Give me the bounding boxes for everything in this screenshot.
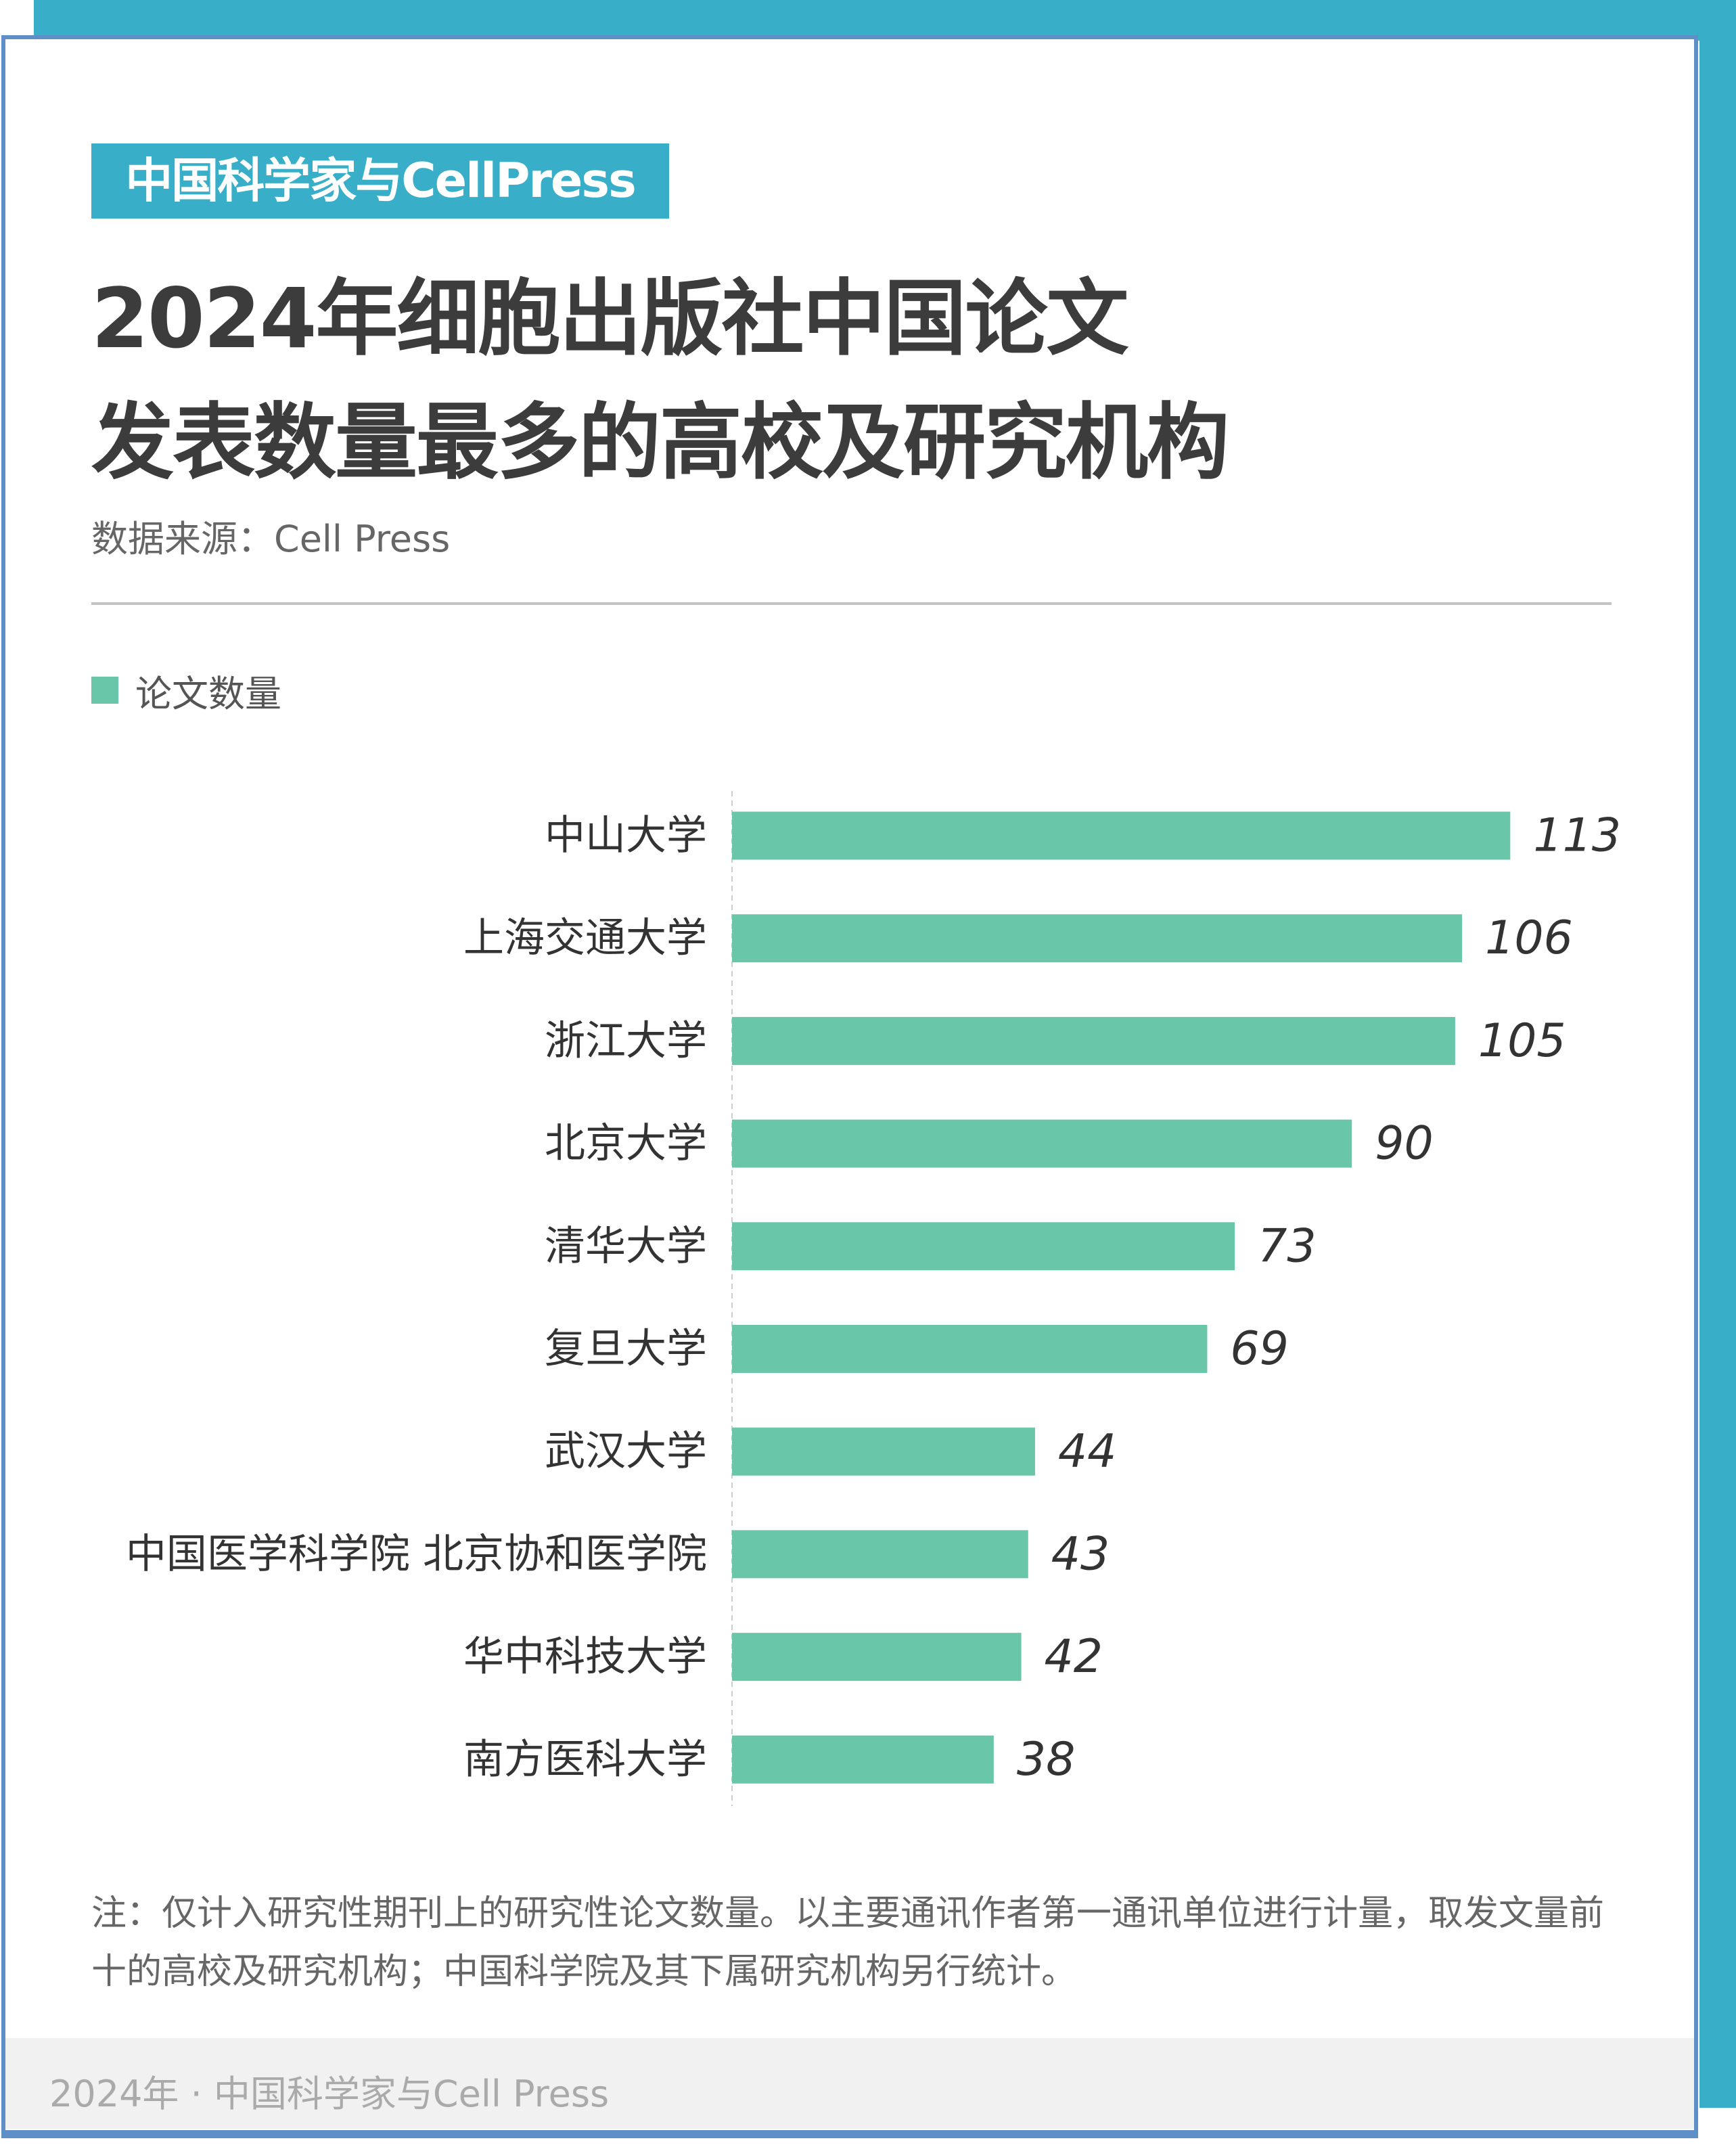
value-label: 73 xyxy=(1258,1219,1317,1273)
category-label: 武汉大学 xyxy=(545,1428,707,1475)
category-label: 北京大学 xyxy=(545,1120,707,1167)
category-label: 清华大学 xyxy=(545,1223,707,1270)
legend-swatch xyxy=(91,677,118,704)
bar-chart: 中山大学 113 上海交通大学 106 浙江大学 105 北京大学 90 清华大学 73 复旦大学 6… xyxy=(126,791,1621,1806)
right-accent-band xyxy=(1699,0,1736,2108)
category-label: 南方医科大学 xyxy=(463,1736,707,1783)
title-line-1: 2024年细胞出版社中国论文 xyxy=(91,271,1129,367)
value-label: 69 xyxy=(1230,1322,1289,1376)
footer-bar: 2024年 · 中国科学家与Cell Press xyxy=(5,2038,1694,2129)
bar xyxy=(732,1119,1352,1168)
value-label: 90 xyxy=(1375,1117,1434,1171)
category-label: 华中科技大学 xyxy=(463,1633,707,1681)
value-label: 42 xyxy=(1045,1630,1103,1684)
footer-text: 2024年 · 中国科学家与Cell Press xyxy=(49,2073,610,2115)
value-label: 105 xyxy=(1478,1014,1566,1068)
footnote: 注：仅计入研究性期刊上的研究性论文数量。以主要通讯作者第一通讯单位进行计量，取发… xyxy=(91,1893,1605,1992)
bar xyxy=(732,1530,1028,1579)
bar xyxy=(732,1427,1035,1476)
bar xyxy=(732,811,1511,860)
infographic-card xyxy=(1,35,1698,2138)
category-label: 中山大学 xyxy=(545,812,707,859)
bar xyxy=(732,1325,1208,1373)
divider xyxy=(91,602,1612,605)
category-label: 浙江大学 xyxy=(545,1017,707,1064)
value-label: 113 xyxy=(1533,809,1621,863)
category-label: 中国医学科学院 北京协和医学院 xyxy=(126,1531,707,1578)
bar xyxy=(732,1735,994,1784)
title-line-2: 发表数量最多的高校及研究机构 xyxy=(91,394,1229,491)
category-label: 复旦大学 xyxy=(545,1326,707,1373)
category-label: 上海交通大学 xyxy=(463,915,707,962)
chart-legend: 论文数量 xyxy=(91,670,281,715)
legend-label: 论文数量 xyxy=(135,672,281,715)
value-label: 44 xyxy=(1058,1425,1117,1478)
value-label: 106 xyxy=(1485,911,1573,965)
data-source: 数据来源：Cell Press xyxy=(91,518,451,560)
brand-badge: 中国科学家与CellPress xyxy=(91,143,669,219)
bar xyxy=(732,1633,1022,1681)
bar xyxy=(732,1222,1235,1271)
bar xyxy=(732,1016,1455,1065)
value-label: 38 xyxy=(1017,1733,1076,1786)
value-label: 43 xyxy=(1051,1527,1110,1581)
bar xyxy=(732,914,1463,963)
top-accent-band xyxy=(34,0,1736,41)
